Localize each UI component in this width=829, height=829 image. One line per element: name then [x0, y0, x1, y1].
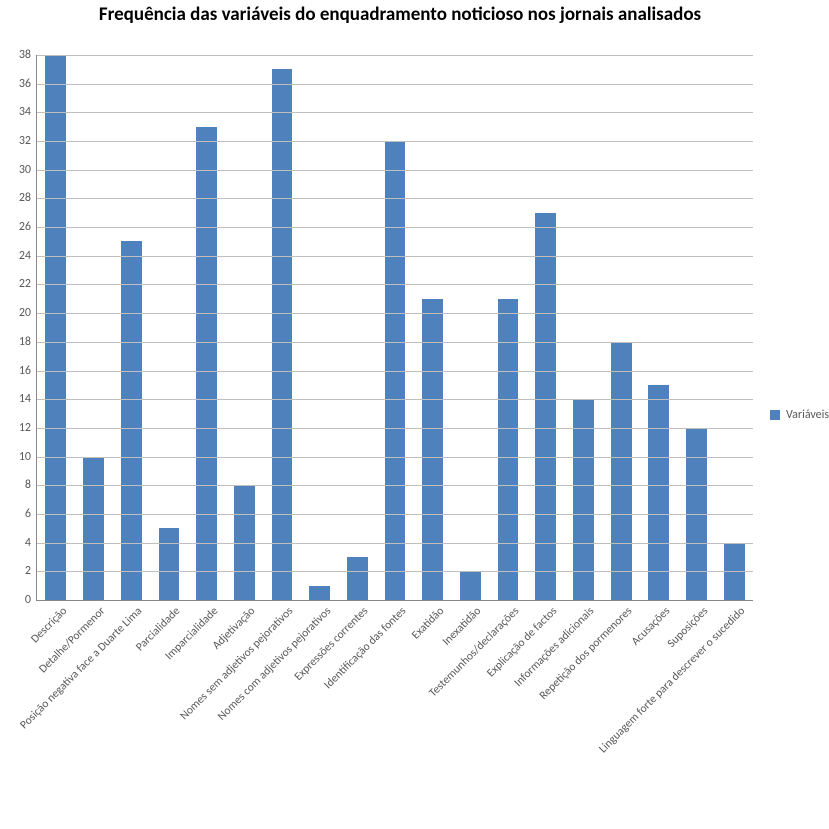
grid-line	[37, 141, 753, 142]
plot-area: DescriçãoDetalhe/PormenorPosição negativ…	[36, 55, 753, 601]
bar	[611, 342, 632, 600]
bar	[45, 55, 66, 600]
y-tick-label: 32	[19, 134, 37, 148]
y-tick-label: 16	[19, 364, 37, 378]
grid-line	[37, 198, 753, 199]
bar	[83, 457, 104, 600]
bar-slot: Linguagem forte para descrever o sucedid…	[715, 55, 753, 600]
y-tick-label: 34	[19, 105, 37, 119]
legend-swatch	[770, 410, 780, 420]
bar	[498, 299, 519, 600]
bar	[460, 571, 481, 600]
bar-slot: Repetição dos pormenores	[602, 55, 640, 600]
grid-line	[37, 342, 753, 343]
bar-slot: Suposições	[678, 55, 716, 600]
grid-line	[37, 371, 753, 372]
bar-slot: Nomes sem adjetivos pejorativos	[263, 55, 301, 600]
bar-slot: Detalhe/Pormenor	[75, 55, 113, 600]
bar-slot: Nomes com adjetivos pejorativos	[301, 55, 339, 600]
legend-label: Variáveis	[786, 408, 829, 422]
y-tick-label: 26	[19, 220, 37, 234]
chart-container: Frequência das variáveis do enquadrament…	[0, 0, 829, 829]
bar	[573, 399, 594, 600]
bar-slot: Imparcialidade	[188, 55, 226, 600]
bar	[272, 69, 293, 600]
y-tick-label: 6	[25, 507, 37, 521]
grid-line	[37, 543, 753, 544]
grid-line	[37, 227, 753, 228]
bar-slot: Parcialidade	[150, 55, 188, 600]
grid-line	[37, 112, 753, 113]
y-tick-label: 20	[19, 306, 37, 320]
y-tick-label: 30	[19, 163, 37, 177]
bar-slot: Identificação das fontes	[376, 55, 414, 600]
bar-slot: Expressões correntes	[339, 55, 377, 600]
grid-line	[37, 284, 753, 285]
grid-line	[37, 571, 753, 572]
chart-title: Frequência das variáveis do enquadrament…	[30, 4, 770, 26]
bar-slot: Exatidão	[414, 55, 452, 600]
bar-slot: Adjetivação	[225, 55, 263, 600]
bars-group: DescriçãoDetalhe/PormenorPosição negativ…	[37, 55, 753, 600]
y-tick-label: 14	[19, 392, 37, 406]
grid-line	[37, 514, 753, 515]
y-tick-label: 12	[19, 421, 37, 435]
grid-line	[37, 457, 753, 458]
grid-line	[37, 84, 753, 85]
y-tick-label: 4	[25, 536, 37, 550]
bar	[648, 385, 669, 600]
y-tick-label: 22	[19, 277, 37, 291]
y-tick-label: 38	[19, 48, 37, 62]
bar-slot: Testemunhos/declarações	[489, 55, 527, 600]
grid-line	[37, 256, 753, 257]
grid-line	[37, 170, 753, 171]
legend: Variáveis	[770, 408, 829, 422]
y-tick-label: 24	[19, 249, 37, 263]
bar	[121, 241, 142, 600]
y-tick-label: 36	[19, 77, 37, 91]
bar-slot: Inexatidão	[452, 55, 490, 600]
grid-line	[37, 399, 753, 400]
bar-slot: Posição negativa face a Duarte Lima	[112, 55, 150, 600]
bar	[309, 586, 330, 600]
bar	[422, 299, 443, 600]
grid-line	[37, 485, 753, 486]
y-tick-label: 8	[25, 478, 37, 492]
bar-slot: Explicação de factos	[527, 55, 565, 600]
bar-slot: Descrição	[37, 55, 75, 600]
bar-slot: Acusações	[640, 55, 678, 600]
y-tick-label: 0	[25, 593, 37, 607]
grid-line	[37, 55, 753, 56]
bar	[347, 557, 368, 600]
y-tick-label: 10	[19, 450, 37, 464]
grid-line	[37, 313, 753, 314]
y-tick-label: 2	[25, 564, 37, 578]
y-tick-label: 28	[19, 191, 37, 205]
bar	[159, 528, 180, 600]
bar-slot: Informações adicionais	[565, 55, 603, 600]
y-tick-label: 18	[19, 335, 37, 349]
grid-line	[37, 428, 753, 429]
